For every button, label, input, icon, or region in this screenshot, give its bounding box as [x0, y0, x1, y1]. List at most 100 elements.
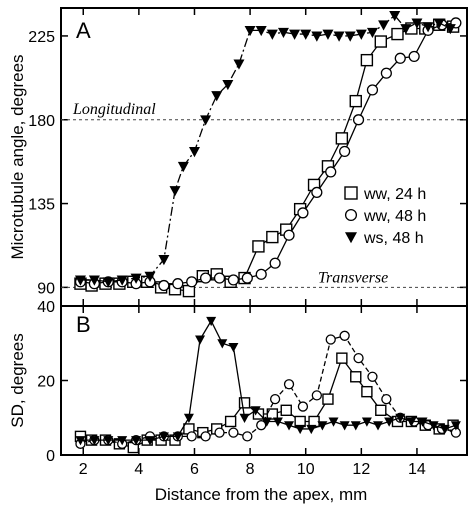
- data-point: [353, 352, 364, 364]
- series-line: [80, 356, 454, 449]
- data-point: [283, 379, 295, 390]
- data-point: [255, 25, 267, 37]
- panel-label: A: [76, 18, 91, 43]
- series-line: [80, 335, 457, 445]
- data-point: [256, 420, 267, 431]
- data-point: [339, 421, 350, 431]
- data-point: [417, 417, 428, 427]
- y-tick-label: 180: [28, 113, 55, 130]
- data-point: [269, 257, 281, 269]
- data-point: [227, 274, 240, 286]
- x-tick-label: 12: [352, 461, 370, 478]
- series-1: [74, 17, 462, 292]
- series-line: [80, 24, 454, 292]
- data-point: [252, 240, 265, 253]
- data-point: [450, 421, 461, 431]
- data-point: [177, 161, 189, 173]
- data-point: [380, 67, 392, 79]
- data-point: [244, 25, 256, 37]
- data-point: [277, 27, 289, 38]
- data-point: [250, 406, 261, 416]
- data-point: [186, 431, 197, 442]
- data-point: [350, 421, 361, 431]
- data-point: [333, 31, 345, 42]
- panel-a: 90 135 180 225 Longitudinal Transverse A Microt…: [8, 7, 468, 307]
- data-point: [233, 59, 245, 70]
- data-point: [103, 436, 114, 446]
- x-tick-label: 10: [297, 461, 315, 478]
- data-point: [325, 166, 337, 178]
- reference-line-label: Longitudinal: [72, 101, 156, 118]
- data-point: [172, 432, 183, 442]
- legend-label: ws, 48 h: [363, 230, 424, 247]
- data-point: [361, 385, 373, 398]
- data-point: [444, 24, 456, 35]
- data-point: [228, 427, 239, 438]
- data-point: [344, 31, 356, 42]
- data-point: [75, 436, 86, 446]
- data-point: [400, 24, 412, 35]
- data-point: [422, 22, 434, 33]
- data-point: [339, 145, 351, 158]
- data-point: [269, 393, 281, 405]
- series-1: [75, 330, 462, 449]
- data-point: [158, 279, 170, 292]
- data-point: [408, 50, 420, 63]
- y-tick-label: 40: [37, 299, 55, 316]
- data-point: [217, 339, 228, 349]
- x-tick-label: 2: [79, 461, 88, 478]
- legend: ww, 24 h ww, 48 h ws, 48 h: [344, 186, 426, 247]
- data-point: [391, 27, 404, 41]
- data-point: [144, 271, 156, 282]
- data-point: [381, 393, 392, 405]
- data-point: [200, 431, 211, 442]
- series-line: [80, 22, 456, 287]
- data-point: [74, 275, 86, 286]
- data-point: [322, 393, 334, 405]
- data-point: [183, 413, 194, 423]
- data-point: [200, 115, 212, 126]
- data-point: [222, 79, 234, 91]
- y-tick-label: 0: [46, 448, 55, 465]
- data-point: [339, 330, 350, 341]
- data-point: [349, 94, 362, 108]
- data-point: [239, 413, 250, 423]
- data-point: [373, 421, 384, 431]
- data-point: [300, 29, 312, 40]
- data-point: [366, 84, 379, 96]
- data-point: [366, 27, 378, 38]
- data-point: [214, 427, 225, 438]
- data-point: [228, 342, 239, 353]
- data-point: [317, 421, 328, 431]
- y-tick-label: 135: [28, 197, 55, 214]
- data-point: [311, 31, 323, 42]
- data-point: [213, 272, 226, 284]
- data-point: [102, 277, 114, 288]
- x-tick-label: 14: [408, 461, 426, 478]
- data-point: [375, 404, 387, 416]
- data-point: [311, 186, 323, 198]
- data-point: [297, 207, 309, 219]
- data-point: [117, 436, 128, 446]
- data-point: [266, 29, 278, 40]
- data-point: [311, 390, 322, 401]
- data-point: [322, 29, 334, 40]
- data-point: [241, 272, 253, 284]
- data-point: [433, 18, 445, 29]
- data-point: [284, 421, 295, 431]
- data-point: [272, 417, 283, 427]
- data-point: [200, 272, 212, 284]
- data-point: [116, 275, 128, 286]
- data-point: [395, 413, 406, 423]
- x-tick-label: 4: [134, 461, 143, 478]
- data-point: [211, 91, 223, 102]
- series-2: [74, 11, 456, 288]
- y-tick-label: 20: [37, 374, 55, 391]
- data-point: [411, 18, 423, 29]
- data-point: [384, 417, 395, 427]
- data-point: [195, 335, 206, 345]
- legend-label: ww, 48 h: [363, 208, 426, 225]
- data-point: [283, 229, 295, 241]
- data-point: [280, 404, 292, 416]
- plot-frame: [60, 305, 468, 456]
